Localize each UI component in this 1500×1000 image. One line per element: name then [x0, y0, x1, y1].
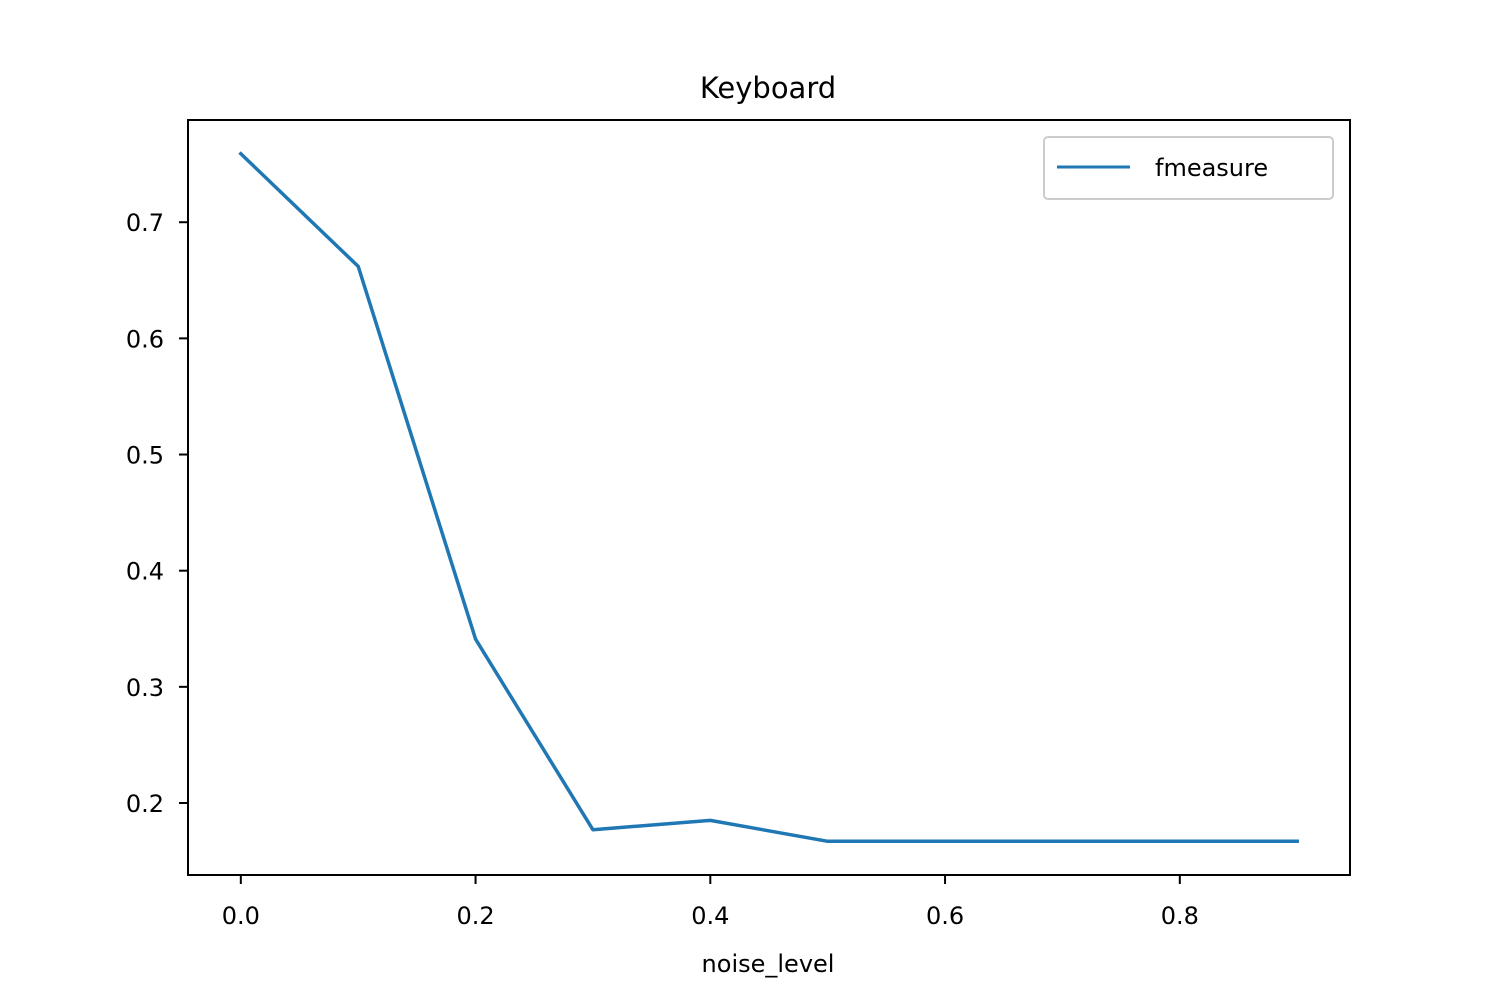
legend-box	[1043, 136, 1334, 200]
y-tick-label: 0.7	[126, 209, 164, 237]
x-tick-label: 0.4	[691, 902, 729, 930]
y-tick-label: 0.3	[126, 674, 164, 702]
plot-frame	[187, 119, 1351, 876]
y-tick-label: 0.6	[126, 325, 164, 353]
y-tick-label: 0.2	[126, 790, 164, 818]
x-tick-label: 0.0	[222, 902, 260, 930]
x-axis: 0.0 0.2 0.4 0.6 0.8	[222, 875, 1199, 930]
legend: fmeasure	[1043, 136, 1334, 200]
y-axis: 0.2 0.3 0.4 0.5 0.6 0.7	[126, 209, 188, 818]
y-tick-label: 0.5	[126, 442, 164, 470]
x-tick-label: 0.8	[1161, 902, 1199, 930]
plot-area	[187, 119, 1351, 876]
x-tick-label: 0.2	[456, 902, 494, 930]
series-line-fmeasure	[238, 151, 1299, 844]
chart-title: Keyboard	[700, 71, 836, 105]
y-tick-label: 0.4	[126, 558, 164, 586]
series-layer	[238, 151, 1299, 844]
x-axis-label: noise_level	[702, 950, 835, 978]
x-tick-label: 0.6	[926, 902, 964, 930]
legend-label-fmeasure: fmeasure	[1155, 154, 1268, 182]
